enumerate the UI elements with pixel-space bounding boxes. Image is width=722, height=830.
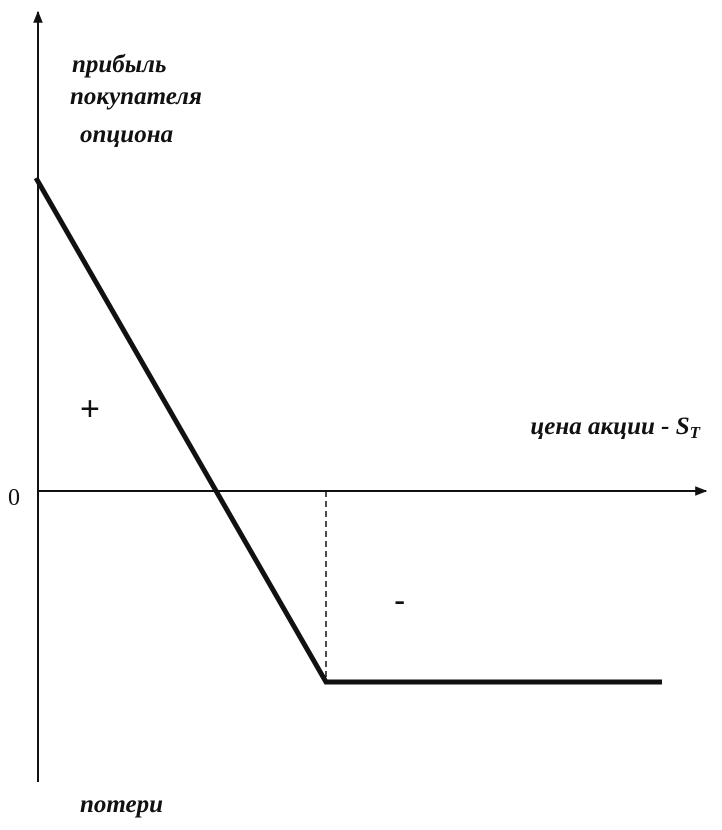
profit-sign: +: [80, 390, 100, 428]
bottom-label: потери: [80, 791, 163, 818]
x-axis-label-main: цена акции - S: [530, 413, 689, 440]
x-axis-label-sub: T: [690, 423, 701, 442]
payoff-line: [33, 176, 662, 685]
x-axis-label: цена акции - ST: [530, 413, 700, 442]
origin-label: 0: [8, 485, 20, 511]
y-axis-label-line: покупателя: [70, 83, 202, 110]
loss-sign: -: [394, 582, 405, 620]
y-axis-label-line: прибыль: [72, 51, 166, 78]
y-axis-label-line: опциона: [80, 121, 173, 148]
